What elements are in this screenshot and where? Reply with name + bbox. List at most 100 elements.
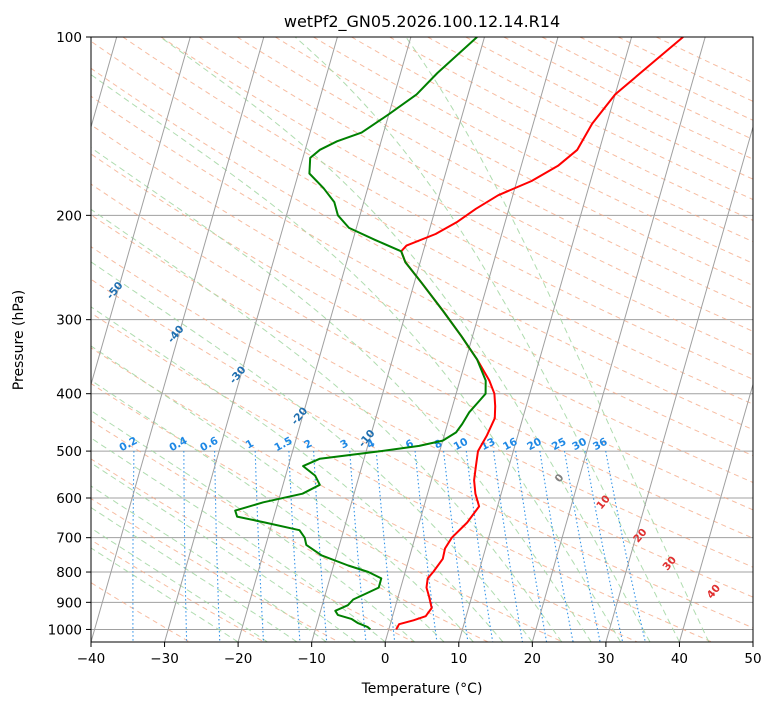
dry-adiabat: [91, 498, 340, 642]
dry-adiabat: [91, 458, 414, 642]
dry-adiabat: [160, 37, 753, 356]
dry-adiabat: [91, 347, 638, 642]
isotherm-line: [752, 640, 753, 642]
y-tick-label: 300: [56, 313, 82, 329]
moist-adiabat: [91, 506, 298, 642]
x-axis: −40 −30 −20 −10 0 10 20 30 40 50: [77, 642, 762, 667]
isotherm-line: [384, 37, 559, 642]
dry-adiabat: [91, 124, 753, 484]
isotherm-line: [531, 37, 706, 642]
moist-adiabat-label: 0: [553, 472, 567, 485]
mixing-ratio-label: 0.1: [71, 435, 93, 454]
mixing-ratio-line: [414, 451, 438, 642]
dry-adiabat: [579, 37, 753, 121]
dry-adiabat: [91, 153, 753, 511]
dewpoint-profile: [234, 37, 487, 631]
x-tick-label: 10: [450, 651, 467, 667]
dry-adiabat: [91, 420, 489, 642]
mixing-ratio-label: 20: [525, 436, 544, 453]
mixing-ratio-line: [584, 451, 624, 642]
mixing-ratio-line: [83, 451, 87, 642]
mixing-ratio-line: [375, 451, 396, 642]
dry-adiabat: [541, 37, 753, 140]
moist-adiabat: [91, 74, 622, 642]
dry-adiabat: [465, 37, 753, 180]
x-tick-label: 20: [524, 651, 541, 667]
dry-adiabat: [91, 246, 753, 598]
moist-adiabat: [405, 37, 710, 642]
mixing-ratio-line: [563, 451, 601, 642]
x-tick-label: −40: [77, 651, 106, 667]
mixing-ratio-line: [214, 451, 221, 642]
dry-adiabat: [122, 37, 753, 380]
y-tick-label: 400: [56, 387, 82, 403]
dry-adiabat: [91, 95, 753, 457]
isotherm-label: -40: [165, 323, 186, 345]
moist-adiabat: [91, 547, 239, 642]
isotherm-label: -60: [44, 231, 65, 253]
mixing-ratio-line: [493, 451, 524, 642]
temperature-profile: [395, 37, 684, 630]
mixing-ratio-line: [515, 451, 548, 642]
x-tick-label: 0: [381, 651, 390, 667]
mixing-ratio-label: 2: [302, 437, 314, 451]
moist-adiabat: [91, 527, 268, 642]
moist-adiabat: [91, 410, 415, 642]
mixing-ratio-line: [132, 451, 135, 642]
mixing-ratio-label: 25: [550, 436, 569, 453]
isotherm-line: [237, 37, 412, 642]
moist-adiabat: [91, 261, 533, 642]
mixing-ratio-line: [539, 451, 574, 642]
moist-adiabat-label: 10: [594, 493, 613, 512]
dry-adiabat: [427, 37, 753, 201]
dry-adiabat: [236, 37, 753, 309]
isotherm-line: [91, 37, 265, 642]
y-tick-label: 800: [56, 565, 82, 581]
y-tick-label: 700: [56, 531, 82, 547]
x-tick-label: −20: [224, 651, 253, 667]
dry-adiabat: [656, 37, 753, 84]
y-axis-label: Pressure (hPa): [11, 290, 27, 390]
plot-frame: [90, 36, 754, 643]
dry-adiabat: [617, 37, 753, 102]
x-tick-label: −10: [297, 651, 326, 667]
mixing-ratio-label: 8: [432, 437, 444, 451]
mixing-ratio-label: 10: [452, 436, 471, 453]
x-tick-label: 30: [597, 651, 614, 667]
dry-adiabat: [91, 312, 713, 642]
dry-adiabat: [91, 40, 753, 405]
dry-adiabat: [91, 183, 753, 539]
dry-adiabat: [198, 37, 753, 332]
x-tick-label: 50: [744, 651, 761, 667]
mixing-ratio-label: 1: [244, 437, 256, 451]
dry-adiabat: [91, 278, 753, 629]
y-tick-label: 500: [56, 444, 82, 460]
dry-adiabat: [275, 37, 753, 287]
dry-adiabat: [91, 382, 563, 642]
dry-adiabat: [91, 67, 753, 431]
moist-adiabat-label: 30: [661, 554, 680, 573]
y-tick-label: 600: [56, 491, 82, 507]
x-tick-label: 40: [671, 651, 688, 667]
isotherm-line: [458, 37, 633, 642]
mixing-ratio-line: [605, 450, 646, 642]
moist-adiabat: [91, 147, 592, 642]
moist-adiabat: [91, 462, 357, 642]
isotherm-line: [311, 37, 485, 642]
dry-adiabat: [351, 37, 753, 243]
dry-adiabat: [91, 539, 265, 642]
isotherm-label: -50: [104, 280, 125, 302]
moist-adiabat: [91, 379, 445, 642]
moist-adiabat: [91, 306, 504, 642]
isotherm-label: -20: [289, 405, 310, 427]
isotherm-line: [678, 382, 753, 642]
plot-area: 0.10.20.40.611.52346810131620253036-100-…: [44, 37, 753, 642]
dry-adiabat: [503, 37, 753, 160]
y-tick-label: 1000: [48, 622, 82, 638]
mixing-ratio-label: 3: [338, 437, 350, 451]
y-tick-label: 100: [56, 30, 82, 46]
moist-adiabat: [91, 208, 563, 642]
isotherm-line: [164, 37, 338, 642]
moist-adiabat: [294, 37, 680, 642]
x-axis-label: Temperature (°C): [361, 681, 483, 697]
